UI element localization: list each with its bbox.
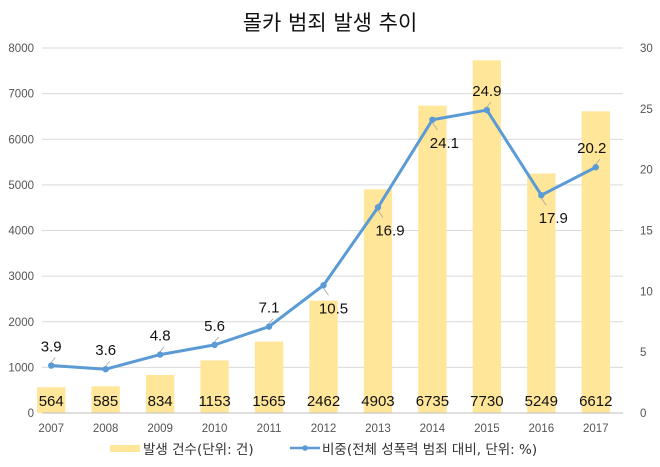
leader-line xyxy=(540,197,547,206)
x-tick-label: 2013 xyxy=(365,423,391,435)
bar-value-label: 7730 xyxy=(470,393,503,410)
leader-line xyxy=(105,360,110,367)
x-tick-label: 2012 xyxy=(311,423,337,435)
bar xyxy=(145,374,175,413)
line-value-label: 5.6 xyxy=(204,318,225,335)
bar-value-label: 1565 xyxy=(252,393,285,410)
bar-value-label: 2462 xyxy=(307,393,340,410)
x-tick-label: 2008 xyxy=(93,423,119,435)
y-right-tick-label: 5 xyxy=(640,347,646,359)
line-series xyxy=(48,106,599,373)
line-marker xyxy=(156,351,164,358)
x-tick-label: 2014 xyxy=(420,423,446,435)
line-value-label: 24.1 xyxy=(430,135,459,152)
line-value-label: 10.5 xyxy=(319,300,348,317)
bar xyxy=(91,386,120,413)
line-marker xyxy=(48,362,55,369)
line-marker xyxy=(592,164,599,171)
bar-value-label: 4903 xyxy=(361,393,394,410)
leader-line xyxy=(268,318,274,324)
y-right-tick-label: 15 xyxy=(640,226,653,238)
bar xyxy=(472,60,502,413)
leader-line xyxy=(323,288,329,296)
y-left-tick-label: 4000 xyxy=(8,226,34,238)
y-left-tick-label: 6000 xyxy=(8,134,34,146)
bar xyxy=(200,360,229,413)
bar xyxy=(37,387,66,413)
leader-line xyxy=(377,210,384,218)
line-value-label: 16.9 xyxy=(375,222,404,239)
bar-series xyxy=(37,60,610,413)
line-value-label: 7.1 xyxy=(259,300,280,317)
chart-title: 몰카 범죄 발생 추이 xyxy=(243,11,418,35)
bar xyxy=(363,189,393,413)
y-left-tick-label: 8000 xyxy=(8,43,34,55)
gridlines xyxy=(42,47,623,414)
y-right-tick-label: 10 xyxy=(640,286,653,298)
bar xyxy=(581,111,610,413)
bar xyxy=(527,173,556,413)
line-marker xyxy=(102,366,109,373)
line-marker xyxy=(538,192,545,199)
leader-line xyxy=(159,346,165,352)
y-left-tick-label: 3000 xyxy=(8,271,34,283)
bar xyxy=(309,300,338,413)
x-tick-label: 2011 xyxy=(257,423,282,435)
line-value-label: 4.8 xyxy=(150,328,171,345)
bar-value-label: 585 xyxy=(93,393,118,410)
line-value-label: 3.6 xyxy=(95,342,116,359)
y-axis-right: 0 5 10 15 20 25 30 xyxy=(640,43,653,420)
line-marker xyxy=(374,204,382,211)
line-marker xyxy=(265,323,273,330)
x-tick-label: 2010 xyxy=(202,423,228,435)
leader-line xyxy=(432,122,438,131)
legend-swatch-marker xyxy=(302,445,308,451)
bar xyxy=(254,341,284,413)
x-tick-label: 2015 xyxy=(474,423,500,435)
y-left-tick-label: 7000 xyxy=(8,89,34,101)
leader-line xyxy=(50,357,56,363)
y-right-tick-label: 20 xyxy=(640,165,653,177)
x-tick-label: 2017 xyxy=(583,423,609,435)
line-labels: 3.9 3.6 4.8 5.6 7.1 10.5 16.9 24.1 24.9 17.9 20.2 xyxy=(41,83,606,367)
x-tick-label: 2009 xyxy=(147,423,173,435)
x-tick-label: 2007 xyxy=(38,423,64,435)
y-left-tick-label: 1000 xyxy=(8,362,34,374)
bar xyxy=(418,105,447,413)
line-marker xyxy=(320,282,327,289)
y-axis-left: 0 1000 2000 3000 4000 5000 6000 7000 8000 xyxy=(8,43,34,420)
bar-value-label: 6735 xyxy=(416,393,449,410)
line-value-label: 3.9 xyxy=(41,339,62,356)
bar-value-label: 564 xyxy=(39,393,64,410)
leader-line xyxy=(595,158,601,165)
x-tick-label: 2016 xyxy=(529,423,555,435)
line-marker xyxy=(429,116,436,123)
line-value-label: 20.2 xyxy=(577,140,606,157)
y-right-tick-label: 25 xyxy=(640,104,653,116)
line-marker xyxy=(211,341,218,349)
bar-value-label: 834 xyxy=(148,393,173,410)
line-marker xyxy=(483,106,491,114)
legend-label-bar: 발생 건수(단위: 건) xyxy=(143,442,254,458)
bar-value-label: 1153 xyxy=(198,393,230,410)
line-value-label: 24.9 xyxy=(472,83,501,100)
legend-swatch-bar xyxy=(110,445,140,452)
leader-line xyxy=(486,101,492,108)
bar-value-label: 6612 xyxy=(579,393,612,410)
leader-line xyxy=(214,336,219,343)
legend-label-line: 비중(전체 성폭력 범죄 대비, 단위: %) xyxy=(322,442,537,458)
y-left-tick-label: 0 xyxy=(28,408,34,420)
y-left-tick-label: 5000 xyxy=(8,180,34,192)
line-value-label: 17.9 xyxy=(539,210,568,227)
y-left-tick-label: 2000 xyxy=(8,317,34,329)
x-axis: 2007 2008 2009 2010 2011 2012 2013 2014 2015 2016… xyxy=(38,412,623,435)
bar-value-label: 5249 xyxy=(525,393,558,410)
bar-labels: 564 585 834 1153 1565 2462 4903 6735 7730 5249 661… xyxy=(39,393,613,410)
legend: 발생 건수(단위: 건) 비중(전체 성폭력 범죄 대비, 단위: %) xyxy=(110,442,537,458)
y-right-tick-label: 30 xyxy=(640,43,653,55)
y-right-tick-label: 0 xyxy=(640,408,646,420)
